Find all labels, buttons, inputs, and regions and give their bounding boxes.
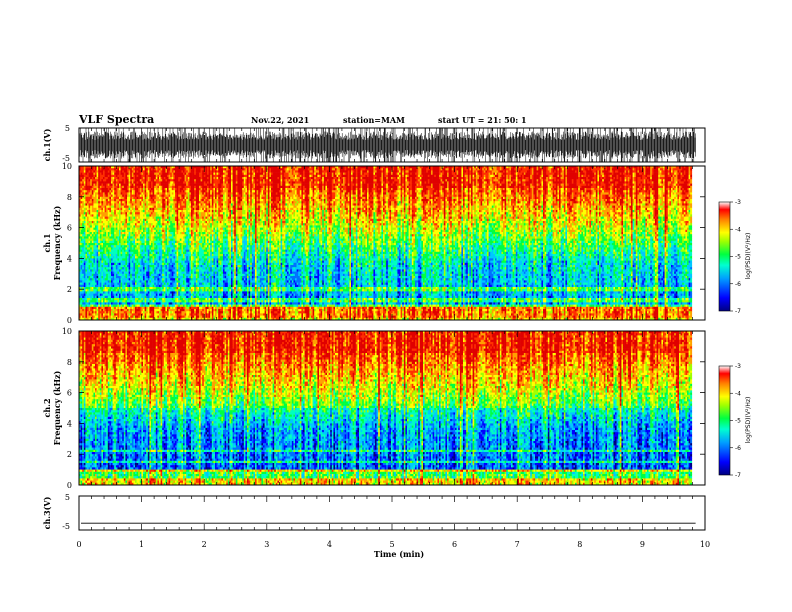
ch1-ytick-top: 5 xyxy=(65,124,70,133)
xtick-label: 9 xyxy=(640,540,645,549)
station-label: station=MAM xyxy=(343,115,405,125)
colorbar-tick-label: -4 xyxy=(735,226,741,233)
xtick-label: 4 xyxy=(327,540,332,549)
ytick-label: 4 xyxy=(67,254,72,263)
colorbar-tick-label: -3 xyxy=(735,199,741,206)
ytick-label: 6 xyxy=(67,224,72,233)
xtick-label: 7 xyxy=(515,540,520,549)
ch1-colorbar-label: log(PSD)(V²/Hz) xyxy=(745,233,752,280)
ytick-label: 2 xyxy=(67,450,72,459)
ytick-label: 10 xyxy=(62,162,72,171)
start-time-label: start UT = 21: 50: 1 xyxy=(438,115,527,125)
xtick-label: 10 xyxy=(700,540,710,549)
date-label: Nov.22, 2021 xyxy=(251,115,309,125)
ytick-label: 8 xyxy=(67,358,72,367)
ch3-ytick-bottom: -5 xyxy=(62,522,70,531)
ytick-label: 4 xyxy=(67,419,72,428)
ch2-colorbar-gradient xyxy=(719,366,730,475)
colorbar-tick-label: -5 xyxy=(735,254,741,261)
ch2-spectrogram-image xyxy=(79,331,692,485)
ch3-ytick-top: 5 xyxy=(65,493,70,502)
colorbar-tick-label: -4 xyxy=(735,390,741,397)
ch1-spectrogram-panel: 0 2 4 6 8 10 ch.1 Frequency (kHz) -3 -4 -5 -6 -7 … xyxy=(42,162,752,325)
ch1-ylabel: ch.1(V) xyxy=(42,128,52,161)
colorbar-tick-label: -7 xyxy=(735,308,741,315)
xtick-label: 6 xyxy=(452,540,457,549)
ytick-label: 0 xyxy=(67,481,72,490)
ytick-label: 10 xyxy=(62,327,72,336)
xtick-label: 2 xyxy=(202,540,207,549)
ytick-label: 8 xyxy=(67,193,72,202)
figure-title: VLF Spectra xyxy=(78,113,154,126)
colorbar-tick-label: -3 xyxy=(735,363,741,370)
ch1-colorbar: -3 -4 -5 -6 -7 log(PSD)(V²/Hz) xyxy=(719,199,752,315)
xtick-label: 1 xyxy=(139,540,144,549)
ch2-spectrogram-ylabel: Frequency (kHz) xyxy=(52,370,62,445)
colorbar-tick-label: -7 xyxy=(735,472,741,479)
ytick-label: 0 xyxy=(67,316,72,325)
xtick-label: 5 xyxy=(389,540,394,549)
xtick-label: 3 xyxy=(264,540,269,549)
ch1-spectrogram-ylabel-channel: ch.1 xyxy=(42,233,52,252)
ytick-label: 2 xyxy=(67,285,72,294)
colorbar-tick-label: -6 xyxy=(735,445,741,452)
ch2-spectrogram-ylabel-channel: ch.2 xyxy=(42,398,52,417)
colorbar-tick-label: -6 xyxy=(735,281,741,288)
ytick-label: 6 xyxy=(67,389,72,398)
ch3-ylabel: ch.3(V) xyxy=(42,496,52,529)
xtick-label: 8 xyxy=(577,540,582,549)
ch2-colorbar: -3 -4 -5 -6 -7 log(PSD)(V²/Hz) xyxy=(719,363,752,479)
ch1-spectrogram-ylabel: Frequency (kHz) xyxy=(52,205,62,280)
ch1-spectrogram-image xyxy=(79,166,692,320)
ch2-spectrogram-panel: 0 2 4 6 8 10 ch.2 Frequency (kHz) -3 -4 -5 -6 -7 … xyxy=(42,327,752,490)
x-axis-label: Time (min) xyxy=(374,549,424,559)
ch1-colorbar-gradient xyxy=(719,202,730,311)
xtick-label: 0 xyxy=(76,540,81,549)
ch2-colorbar-label: log(PSD)(V²/Hz) xyxy=(745,397,752,444)
colorbar-tick-label: -5 xyxy=(735,418,741,425)
